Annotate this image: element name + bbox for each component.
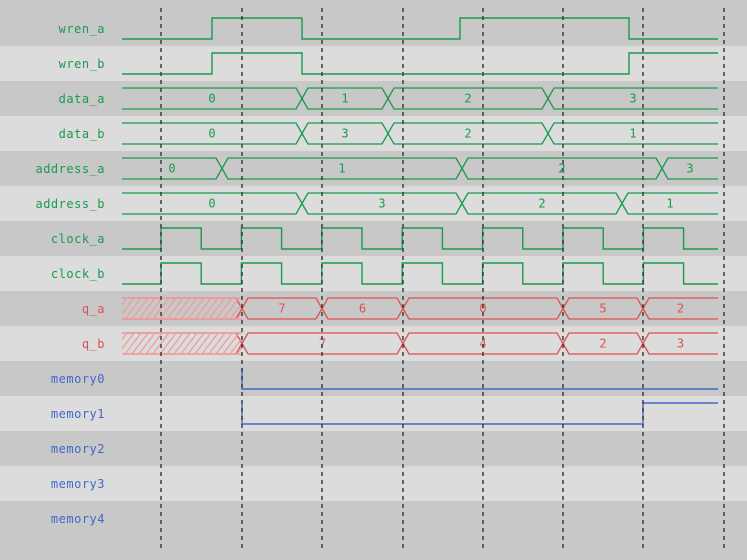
signal-row-memory0[interactable]: memory0 xyxy=(0,361,747,396)
signal-row-memory4[interactable]: memory4 xyxy=(0,501,747,536)
bus-value: 3 xyxy=(686,162,693,176)
signal-row-address_a[interactable]: address_a 0 1 2 3 xyxy=(0,151,747,186)
bus-value: 0 xyxy=(208,197,215,211)
waveform-memory2 xyxy=(0,431,747,466)
bus-value: 0 xyxy=(479,302,486,316)
signal-label-memory0[interactable]: memory0 xyxy=(50,371,105,386)
waveform-address_a: 0 1 2 3 xyxy=(122,157,718,180)
bus-value: 7 xyxy=(319,337,326,351)
signal-label-data_a[interactable]: data_a xyxy=(58,91,105,106)
signal-label-wren_b[interactable]: wren_b xyxy=(58,56,105,71)
waveform-data_b: 0 3 2 1 xyxy=(122,122,718,145)
bus-value: 3 xyxy=(341,127,348,141)
bus-value: 2 xyxy=(464,127,471,141)
bus-value: 2 xyxy=(464,92,471,106)
bus-value: 0 xyxy=(208,127,215,141)
signal-row-memory3[interactable]: memory3 xyxy=(0,466,747,501)
bus-value: 7 xyxy=(278,302,285,316)
signal-label-memory4[interactable]: memory4 xyxy=(50,511,105,526)
waveform-q_b: 7 4 2 3 xyxy=(122,332,718,355)
signal-row-clock_a[interactable]: clock_a xyxy=(0,221,747,256)
waveform-clock_a xyxy=(122,227,718,250)
signal-row-data_a[interactable]: data_a 0 1 2 3 xyxy=(0,81,747,116)
bus-value: 2 xyxy=(599,337,606,351)
bus-value: 1 xyxy=(629,127,636,141)
bus-value: 1 xyxy=(666,197,673,211)
signal-label-address_b[interactable]: address_b xyxy=(35,196,105,211)
bus-value: 1 xyxy=(341,92,348,106)
bus-value: 1 xyxy=(338,162,345,176)
signal-row-memory1[interactable]: memory1 xyxy=(0,396,747,431)
signal-label-address_a[interactable]: address_a xyxy=(35,161,105,176)
signal-row-q_a[interactable]: q_a 7 6 0 5 2 xyxy=(0,291,747,326)
signal-row-wren_b[interactable]: wren_b xyxy=(0,46,747,81)
bus-value: 2 xyxy=(677,302,684,316)
signal-label-memory3[interactable]: memory3 xyxy=(50,476,105,491)
signal-row-clock_b[interactable]: clock_b xyxy=(0,256,747,291)
signal-row-data_b[interactable]: data_b 0 3 2 1 xyxy=(0,116,747,151)
bus-value: 2 xyxy=(558,162,565,176)
waveform-memory0 xyxy=(241,368,718,390)
signal-label-wren_a[interactable]: wren_a xyxy=(58,21,105,36)
bus-value: 3 xyxy=(677,337,684,351)
signal-label-memory1[interactable]: memory1 xyxy=(50,406,105,421)
signal-row-q_b[interactable]: q_b 7 4 2 3 xyxy=(0,326,747,361)
signal-row-address_b[interactable]: address_b 0 3 2 1 xyxy=(0,186,747,221)
waveform-clock_b xyxy=(122,262,718,285)
waveform-memory4 xyxy=(0,501,747,536)
signal-label-clock_a[interactable]: clock_a xyxy=(50,231,105,246)
signal-label-memory2[interactable]: memory2 xyxy=(50,441,105,456)
waveform-memory3 xyxy=(0,466,747,501)
signal-row-memory2[interactable]: memory2 xyxy=(0,431,747,466)
waveform-data_a: 0 1 2 3 xyxy=(122,87,718,110)
waveform-memory1 xyxy=(241,402,718,425)
bus-value: 0 xyxy=(208,92,215,106)
signal-row-wren_a[interactable]: wren_a xyxy=(0,11,747,46)
bus-value: 3 xyxy=(378,197,385,211)
bus-value: 4 xyxy=(479,337,486,351)
signal-label-q_b[interactable]: q_b xyxy=(81,336,105,351)
signal-label-clock_b[interactable]: clock_b xyxy=(50,266,105,281)
bus-value: 6 xyxy=(359,302,366,316)
bus-value: 3 xyxy=(629,92,636,106)
bus-value: 0 xyxy=(168,162,175,176)
waveform-q_a: 7 6 0 5 2 xyxy=(122,297,718,320)
bus-value: 5 xyxy=(599,302,606,316)
waveform-wren_b xyxy=(122,52,718,75)
bus-value: 2 xyxy=(538,197,545,211)
waveform-wren_a xyxy=(122,17,718,40)
signal-label-data_b[interactable]: data_b xyxy=(58,126,105,141)
signal-label-q_a[interactable]: q_a xyxy=(81,301,105,316)
waveform-address_b: 0 3 2 1 xyxy=(122,192,718,215)
